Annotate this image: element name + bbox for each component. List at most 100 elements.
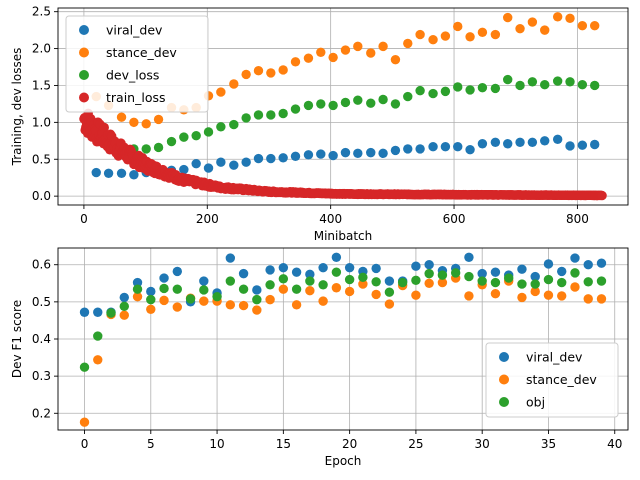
viral-dev-point: [278, 262, 289, 273]
legend-marker-dev-loss: [79, 70, 89, 80]
obj-point: [146, 294, 156, 305]
stance-dev-point: [583, 294, 593, 304]
stance-dev-point: [517, 292, 527, 303]
stance-dev-point: [358, 279, 368, 289]
stance-dev-point: [366, 48, 376, 58]
viral-dev-point: [291, 267, 302, 277]
stance-dev-point: [415, 29, 425, 40]
legend-entry-stance-dev: stance_dev: [499, 372, 597, 387]
viral-dev-point: [570, 253, 580, 263]
stance-dev-point: [278, 65, 288, 75]
f1-y-tick-label: 0.3: [32, 369, 51, 383]
legend-marker-train-loss: [79, 92, 89, 103]
dev-loss-point: [353, 95, 363, 105]
dev-loss-point: [540, 80, 550, 90]
loss-x-tick-label: 400: [319, 212, 342, 226]
viral-dev-point: [266, 153, 276, 164]
loss-chart: 0 200 400 600 800 0.0 0.5 1.0 1.5 2.0 2.5 Minibatc…: [10, 5, 629, 243]
dev-loss-point: [552, 76, 563, 86]
dev-loss-point: [166, 136, 177, 147]
viral-dev-point: [216, 157, 226, 167]
legend-marker-viral-dev: [79, 25, 89, 35]
stance-dev-point: [172, 302, 183, 312]
dev-loss-point: [378, 94, 388, 105]
viral-dev-point: [93, 307, 103, 317]
dev-loss-point: [278, 108, 288, 119]
obj-point: [464, 271, 474, 282]
stance-dev-point: [557, 291, 567, 301]
obj-point: [225, 276, 236, 286]
stance-dev-point: [424, 278, 434, 288]
obj-point: [132, 284, 143, 294]
stance-dev-point: [290, 57, 301, 67]
loss-chart-y-axis-label: Training, dev losses: [10, 48, 24, 167]
viral-dev-point: [515, 137, 525, 147]
stance-dev-point: [79, 417, 90, 427]
dev-loss-point: [428, 88, 438, 99]
f1-x-tick-label: 40: [607, 437, 622, 451]
dev-loss-point: [477, 82, 488, 93]
obj-point: [106, 308, 116, 318]
stance-dev-point: [340, 45, 351, 55]
stance-dev-point: [216, 87, 226, 97]
dev-loss-point: [229, 119, 239, 130]
viral-dev-point: [331, 252, 342, 262]
dev-loss-point: [141, 144, 151, 154]
obj-point: [265, 280, 275, 290]
stance-dev-point: [265, 294, 275, 305]
dev-loss-point: [415, 85, 425, 96]
viral-dev-point: [318, 262, 328, 273]
f1-chart: 0 5 10 15 20 25 30 35 40 0.2 0.3 0.4 0.5 0.6 Epoch De…: [10, 247, 629, 468]
viral-dev-point: [91, 167, 101, 178]
f1-x-tick-label: 30: [475, 437, 490, 451]
stance-dev-point: [318, 296, 328, 306]
dev-loss-point: [266, 110, 276, 120]
f1-x-tick-label: 25: [408, 437, 423, 451]
viral-dev-point: [290, 151, 301, 162]
obj-point: [424, 268, 434, 279]
viral-dev-point: [477, 268, 487, 279]
f1-chart-points: [79, 252, 607, 427]
loss-chart-frame: [57, 7, 629, 206]
obj-point: [450, 268, 461, 278]
viral-dev-point: [203, 163, 214, 173]
stance-dev-point: [291, 300, 302, 310]
obj-point: [490, 277, 501, 288]
f1-chart-ticks: 0 5 10 15 20 25 30 35 40 0.2 0.3 0.4 0.5 0.6: [32, 258, 622, 451]
obj-point: [397, 277, 408, 288]
stance-dev-point: [328, 52, 338, 63]
loss-y-tick-label: 0.0: [32, 189, 51, 203]
obj-point: [212, 291, 222, 302]
legend-entry-viral-dev: viral_dev: [499, 350, 583, 365]
viral-dev-point: [477, 139, 488, 149]
dev-loss-point: [303, 100, 314, 111]
viral-dev-point: [132, 277, 143, 288]
viral-dev-point: [384, 276, 395, 286]
obj-point: [252, 294, 262, 305]
obj-point: [437, 270, 448, 280]
stance-dev-point: [577, 21, 588, 31]
obj-point: [543, 274, 554, 285]
legend-label-viral-dev: viral_dev: [526, 350, 583, 365]
f1-chart-x-axis-label: Epoch: [325, 454, 362, 468]
legend-marker-stance-dev: [499, 374, 509, 385]
stance-dev-point: [371, 289, 381, 300]
f1-y-tick-label: 0.4: [32, 332, 51, 346]
viral-dev-point: [238, 268, 249, 279]
viral-dev-point: [543, 259, 554, 269]
stance-dev-point: [225, 300, 236, 310]
dev-loss-point: [453, 82, 463, 92]
obj-point: [371, 277, 381, 287]
obj-point: [238, 284, 249, 294]
loss-y-tick-label: 1.5: [32, 78, 51, 92]
loss-x-tick-label: 0: [80, 212, 88, 226]
legend-entry-train-loss: train_loss: [79, 90, 166, 105]
loss-chart-ticks: 0 200 400 600 800 0.0 0.5 1.0 1.5 2.0 2.5: [32, 5, 589, 226]
stance-dev-point: [390, 54, 401, 65]
viral-dev-point: [424, 260, 434, 270]
obj-point: [411, 275, 421, 286]
dev-loss-point: [390, 99, 401, 109]
legend-entry-viral-dev: viral_dev: [79, 23, 163, 38]
dev-loss-point: [403, 91, 413, 102]
